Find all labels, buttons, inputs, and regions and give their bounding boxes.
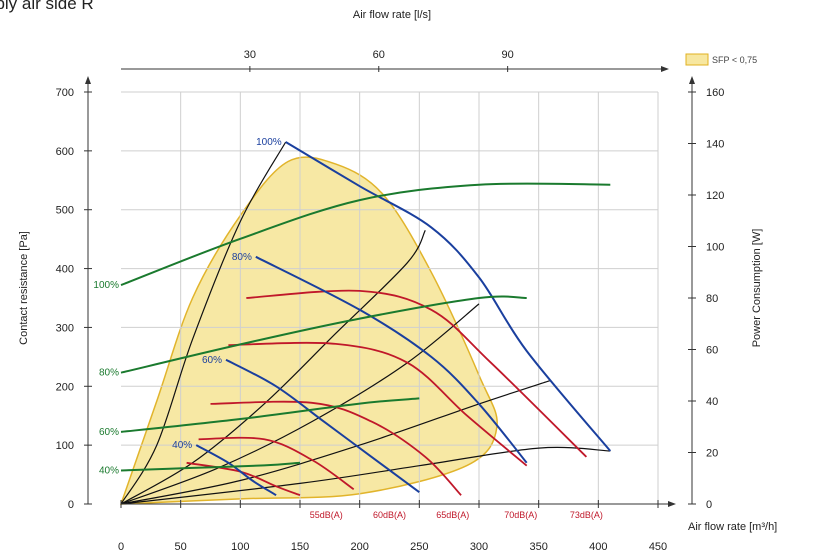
pressure-curve-label: 100% [256,137,282,148]
power-curve-label: 40% [99,466,119,477]
y-right-tick-label: 120 [706,190,724,202]
y-right-tick-label: 100 [706,242,724,254]
system-curve [120,446,611,505]
x-tick-label: 150 [291,541,309,553]
x-tick-label: 350 [529,541,547,553]
power-curve-label: 100% [93,280,119,291]
y-left-tick-label: 300 [56,322,74,334]
y-left-tick-label: 100 [56,440,74,452]
x2-tick-label: 90 [502,49,514,61]
x-axis-arrow [668,501,676,507]
sound-curve [210,400,462,496]
pressure-curve-label: 40% [172,440,192,451]
y-left-axis-title: Contact resistance [Pa] [18,231,30,345]
pressure-curve-label: 80% [232,252,252,263]
power-curve [120,461,301,472]
sound-curve-label: 55dB(A) [310,510,343,520]
power-curve [120,295,527,374]
sound-curve [228,341,528,467]
x-tick-label: 100 [231,541,249,553]
x2-tick-label: 60 [373,49,385,61]
x-tick-label: 450 [649,541,667,553]
power-curve [120,397,420,433]
pressure-curve [225,358,420,494]
sound-curve [246,289,588,458]
pressure-curve-label: 60% [202,355,222,366]
system-curve [120,379,551,505]
x-tick-label: 300 [470,541,488,553]
power-curve [120,182,611,287]
y-right-tick-label: 20 [706,448,718,460]
y-left-tick-label: 400 [56,264,74,276]
pressure-curve [195,444,277,497]
y-right-tick-label: 60 [706,345,718,357]
y-left-tick-label: 600 [56,146,74,158]
y-left-tick-label: 700 [56,87,74,99]
x-tick-label: 400 [589,541,607,553]
sfp-region [119,156,498,505]
sound-curve-label: 70dB(A) [504,510,537,520]
system-curve [120,141,287,505]
system-curve [120,303,480,505]
x-tick-label: 200 [350,541,368,553]
power-curve-label: 80% [99,368,119,379]
sound-curve [198,436,355,491]
sound-curve-label: 60dB(A) [373,510,406,520]
page-title: pply air side R [0,0,94,13]
y-right-tick-label: 0 [706,499,712,511]
y-left-axis-arrow [85,76,91,84]
y-right-tick-label: 160 [706,87,724,99]
y-right-tick-label: 40 [706,396,718,408]
legend-label: SFP < 0,75 [712,55,757,65]
x-tick-label: 50 [175,541,187,553]
x2-axis-title: Air flow rate [l/s] [353,9,431,21]
x2-tick-label: 30 [244,49,256,61]
y-right-tick-label: 80 [706,293,718,305]
y-left-tick-label: 200 [56,381,74,393]
x-tick-label: 0 [118,541,124,553]
power-curve-label: 60% [99,427,119,438]
y-right-axis-title: Power Consumption [W] [751,229,763,348]
pressure-curve [255,255,528,464]
x2-axis-arrow [661,66,669,72]
y-right-tick-label: 140 [706,139,724,151]
sound-curve-label: 65dB(A) [436,510,469,520]
y-left-tick-label: 500 [56,205,74,217]
sound-curve-label: 73dB(A) [570,510,603,520]
legend-swatch [685,53,709,66]
x-axis-title: Air flow rate [m³/h] [688,521,777,533]
x-tick-label: 250 [410,541,428,553]
y-right-axis-arrow [689,76,695,84]
pressure-curve [285,141,612,452]
y-left-tick-label: 0 [68,499,74,511]
